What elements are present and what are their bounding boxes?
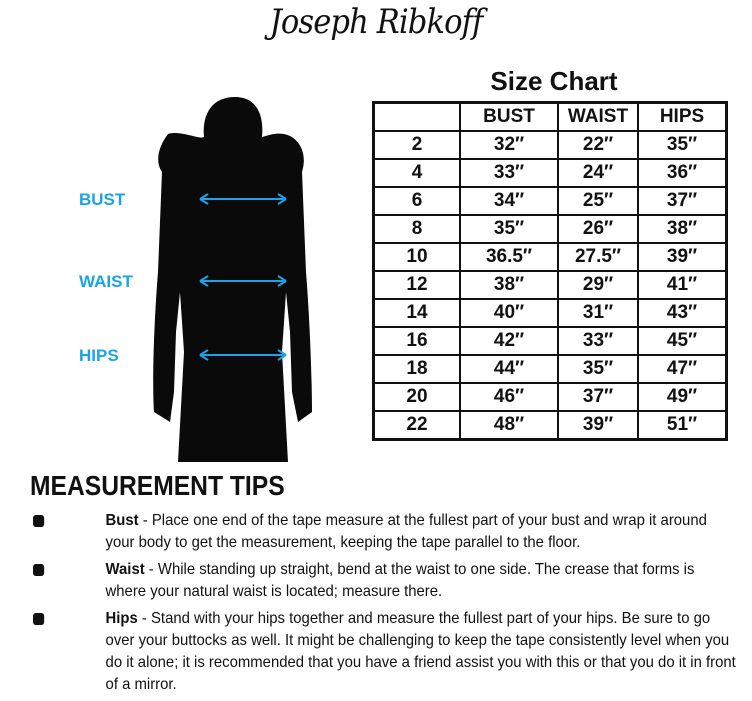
measurement-cell: 35″ bbox=[557, 354, 639, 384]
table-row: 4 33″ 24″ 36″ bbox=[372, 158, 728, 188]
tip-item: Waist - While standing up straight, bend… bbox=[33, 559, 740, 603]
measurement-cell: 36″ bbox=[637, 158, 728, 188]
brand-logo: Joseph Ribkoff bbox=[269, 2, 484, 42]
size-cell: 6 bbox=[372, 186, 461, 216]
measurement-cell: 38″ bbox=[637, 214, 728, 244]
measurement-cell: 39″ bbox=[637, 242, 728, 272]
size-cell: 12 bbox=[372, 270, 461, 300]
header-cell-hips: HIPS bbox=[637, 101, 728, 132]
measurement-cell: 22″ bbox=[557, 130, 639, 160]
tip-term: Bust bbox=[105, 512, 139, 529]
size-cell: 8 bbox=[372, 214, 461, 244]
size-cell: 10 bbox=[372, 242, 461, 272]
size-cell: 14 bbox=[372, 298, 461, 328]
measurement-cell: 44″ bbox=[459, 354, 559, 384]
label-waist: WAIST bbox=[79, 272, 133, 291]
label-hips: HIPS bbox=[79, 346, 119, 365]
measurement-cell: 37″ bbox=[637, 186, 728, 216]
measurement-cell: 25″ bbox=[557, 186, 639, 216]
tip-item: Bust - Place one end of the tape measure… bbox=[33, 510, 740, 554]
measurement-cell: 41″ bbox=[637, 270, 728, 300]
measurement-cell: 38″ bbox=[459, 270, 559, 300]
measurement-cell: 35″ bbox=[637, 130, 728, 160]
body-silhouette-image bbox=[153, 97, 312, 462]
tip-term: Hips bbox=[105, 610, 138, 627]
measurement-cell: 33″ bbox=[459, 158, 559, 188]
size-chart-table: BUST WAIST HIPS 2 32″ 22″ 35″ 4 33″ 24″ 36″ 6 34″… bbox=[372, 101, 728, 441]
table-header-row: BUST WAIST HIPS bbox=[372, 101, 728, 132]
tips-title: MEASUREMENT TIPS bbox=[30, 470, 285, 501]
table-row: 8 35″ 26″ 38″ bbox=[372, 214, 728, 244]
table-row: 2 32″ 22″ 35″ bbox=[372, 130, 728, 160]
measurement-cell: 24″ bbox=[557, 158, 639, 188]
measurement-cell: 32″ bbox=[459, 130, 559, 160]
size-cell: 4 bbox=[372, 158, 461, 188]
table-row: 20 46″ 37″ 49″ bbox=[372, 382, 728, 412]
measurement-cell: 27.5″ bbox=[557, 242, 639, 272]
label-bust: BUST bbox=[79, 190, 126, 209]
measurement-cell: 39″ bbox=[557, 410, 639, 441]
measurement-cell: 49″ bbox=[637, 382, 728, 412]
header-cell-waist: WAIST bbox=[557, 101, 639, 132]
waist-arrow-icon bbox=[199, 275, 287, 287]
measurement-cell: 46″ bbox=[459, 382, 559, 412]
tip-item: Hips - Stand with your hips together and… bbox=[33, 608, 740, 696]
header-cell-bust: BUST bbox=[459, 101, 559, 132]
bullet-icon bbox=[33, 515, 45, 527]
table-row: 10 36.5″ 27.5″ 39″ bbox=[372, 242, 728, 272]
measurement-cell: 42″ bbox=[459, 326, 559, 356]
table-row: 6 34″ 25″ 37″ bbox=[372, 186, 728, 216]
measurement-cell: 37″ bbox=[557, 382, 639, 412]
header-cell bbox=[372, 101, 461, 132]
measurement-cell: 48″ bbox=[459, 410, 559, 441]
table-row: 22 48″ 39″ 51″ bbox=[372, 410, 728, 441]
table-row: 12 38″ 29″ 41″ bbox=[372, 270, 728, 300]
tip-text: - Stand with your hips together and meas… bbox=[105, 610, 736, 693]
measurement-cell: 47″ bbox=[637, 354, 728, 384]
size-cell: 22 bbox=[372, 410, 461, 441]
table-row: 18 44″ 35″ 47″ bbox=[372, 354, 728, 384]
tip-text: - While standing up straight, bend at th… bbox=[105, 561, 695, 600]
hips-arrow-icon bbox=[199, 349, 287, 361]
measurement-cell: 51″ bbox=[637, 410, 728, 441]
tip-term: Waist bbox=[105, 561, 145, 578]
tip-text: - Place one end of the tape measure at t… bbox=[105, 512, 707, 551]
measurement-cell: 43″ bbox=[637, 298, 728, 328]
bullet-icon bbox=[33, 613, 45, 625]
bullet-icon bbox=[33, 564, 45, 576]
measurement-cell: 29″ bbox=[557, 270, 639, 300]
silhouette-shape bbox=[153, 97, 312, 462]
measurement-cell: 26″ bbox=[557, 214, 639, 244]
size-cell: 20 bbox=[372, 382, 461, 412]
bust-arrow-icon bbox=[199, 193, 287, 205]
measurement-cell: 35″ bbox=[459, 214, 559, 244]
size-cell: 16 bbox=[372, 326, 461, 356]
measurement-cell: 33″ bbox=[557, 326, 639, 356]
measurement-cell: 34″ bbox=[459, 186, 559, 216]
tips-list: Bust - Place one end of the tape measure… bbox=[33, 510, 748, 701]
measurement-cell: 40″ bbox=[459, 298, 559, 328]
measurement-cell: 45″ bbox=[637, 326, 728, 356]
table-row: 14 40″ 31″ 43″ bbox=[372, 298, 728, 328]
size-cell: 2 bbox=[372, 130, 461, 160]
size-cell: 18 bbox=[372, 354, 461, 384]
table-row: 16 42″ 33″ 45″ bbox=[372, 326, 728, 356]
measurement-cell: 36.5″ bbox=[459, 242, 559, 272]
measurement-cell: 31″ bbox=[557, 298, 639, 328]
size-chart-title: Size Chart bbox=[490, 66, 618, 96]
